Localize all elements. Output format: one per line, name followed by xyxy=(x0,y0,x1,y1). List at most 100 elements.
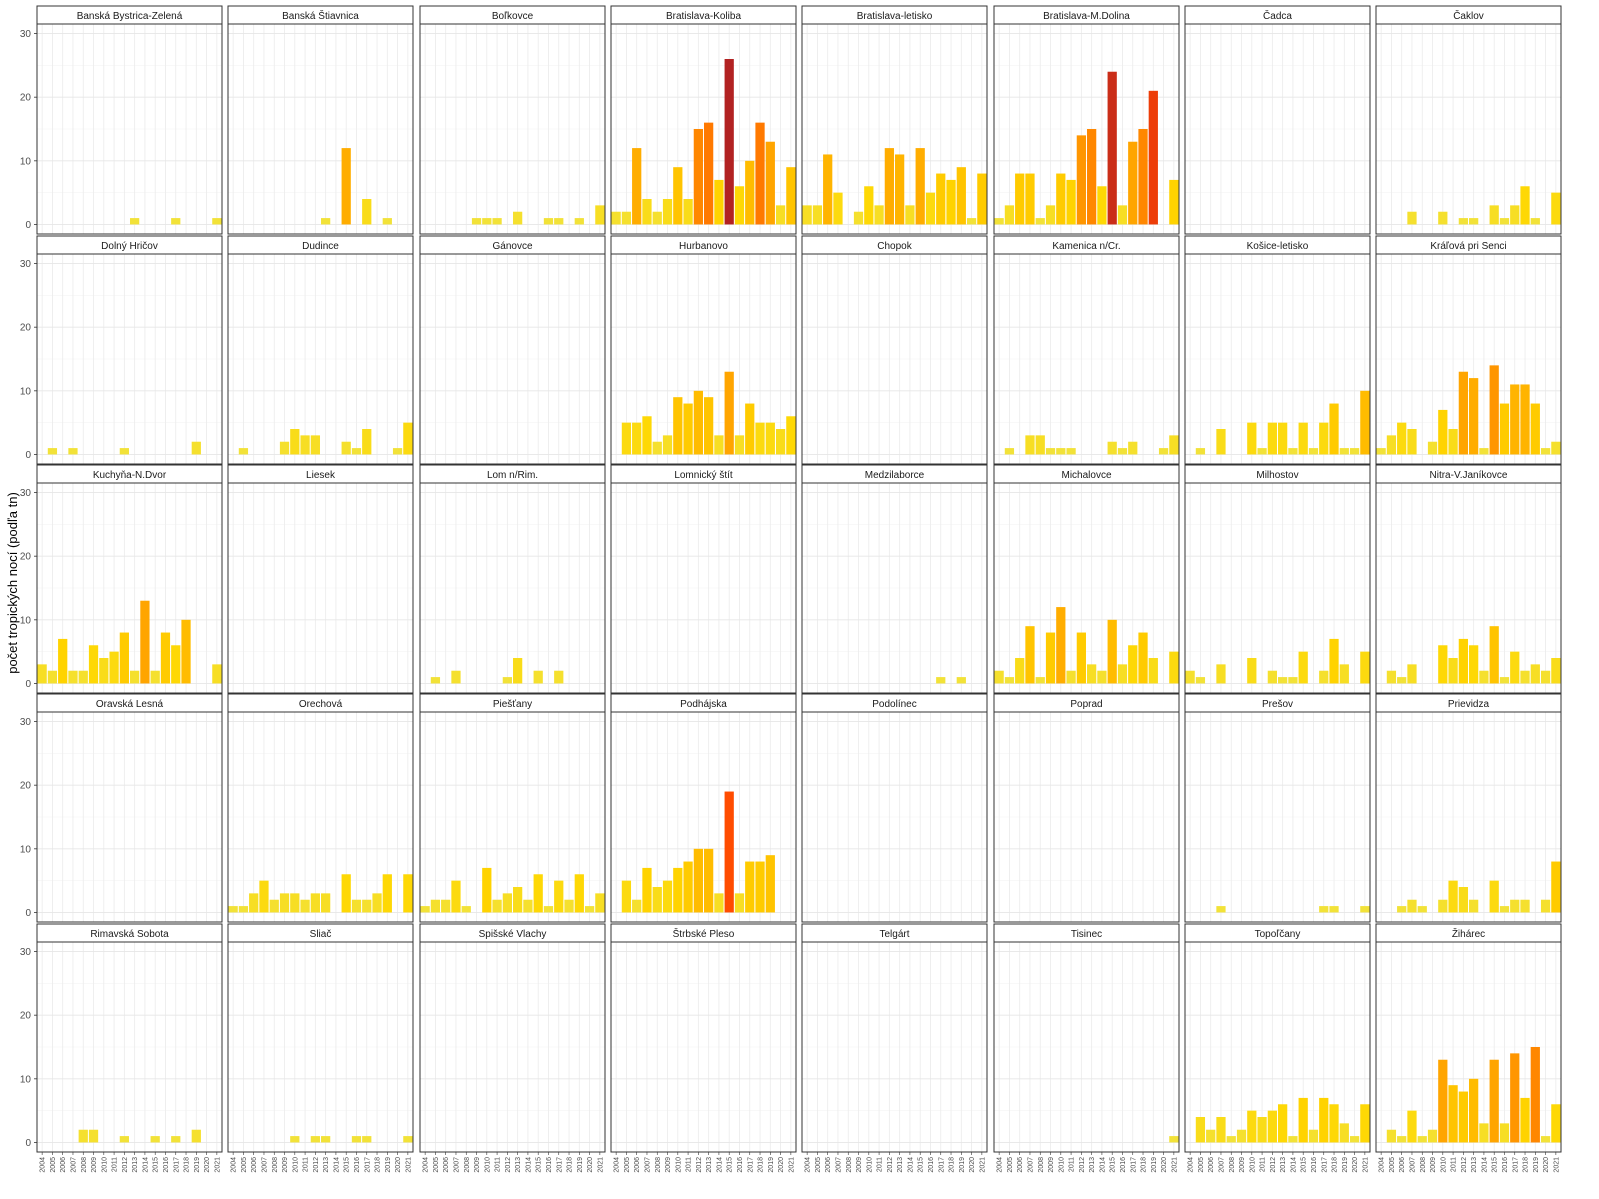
panel-border xyxy=(419,941,606,1153)
x-tick-label: 2005 xyxy=(433,1157,440,1173)
bar xyxy=(238,448,249,455)
x-tick-label: 2018 xyxy=(758,1157,765,1173)
panel-border xyxy=(419,482,606,694)
facet-title: Piešťany xyxy=(493,699,532,710)
bar xyxy=(1407,1110,1417,1143)
bar xyxy=(269,899,279,913)
bar xyxy=(662,435,673,455)
bar xyxy=(884,148,894,225)
bar xyxy=(1195,448,1206,455)
bar xyxy=(1397,1136,1407,1143)
x-tick-label: 2019 xyxy=(194,1157,201,1173)
x-tick-label: 2013 xyxy=(897,1157,904,1173)
facet-title: Bratislava-M.Dolina xyxy=(1043,11,1130,22)
bar xyxy=(372,893,382,913)
panel-border xyxy=(1375,941,1562,1153)
bar xyxy=(1489,365,1499,455)
bar xyxy=(1319,670,1329,684)
bar xyxy=(160,632,171,684)
bar xyxy=(1076,135,1086,225)
x-tick-label: 2007 xyxy=(1027,1157,1034,1173)
bar xyxy=(574,874,584,913)
x-tick-label: 2020 xyxy=(204,1157,211,1173)
bar xyxy=(482,867,492,913)
bar xyxy=(1045,205,1056,225)
y-tick-label: 0 xyxy=(25,220,31,231)
bar xyxy=(1458,638,1468,684)
bar xyxy=(290,893,300,913)
bar xyxy=(1278,1104,1288,1143)
x-tick-label: 2006 xyxy=(1208,1157,1215,1173)
bar xyxy=(403,1136,413,1143)
bar xyxy=(1339,664,1349,684)
x-tick-label: 2021 xyxy=(1362,1157,1369,1173)
bar xyxy=(1510,384,1520,455)
bar xyxy=(554,880,564,913)
bar xyxy=(78,1129,88,1143)
bar xyxy=(502,677,512,684)
facet-panel: Gánovce xyxy=(419,235,606,465)
facet-title: Kamenica n/Cr. xyxy=(1052,241,1120,252)
bar xyxy=(833,192,843,225)
bar xyxy=(1499,906,1510,913)
x-tick-label: 2016 xyxy=(163,1157,170,1173)
x-tick-label: 2007 xyxy=(644,1157,651,1173)
bar xyxy=(351,448,362,455)
bar xyxy=(1128,645,1138,684)
x-tick-label: 2013 xyxy=(706,1157,713,1173)
facet-title: Poprad xyxy=(1070,699,1102,710)
panel-border xyxy=(801,941,988,1153)
bar xyxy=(1349,448,1360,455)
bar xyxy=(513,211,523,225)
x-tick-label: 2014 xyxy=(333,1157,340,1173)
facet-panel: Topoľčany 2004 2005 2006 2007 2008 2009 2010 201… xyxy=(1184,923,1371,1173)
panel-border xyxy=(610,253,797,465)
bar xyxy=(652,441,662,455)
x-tick-label: 2015 xyxy=(727,1157,734,1173)
bar xyxy=(1407,664,1417,684)
bar xyxy=(1469,645,1479,684)
bar xyxy=(1045,448,1056,455)
x-tick-label: 2007 xyxy=(70,1157,77,1173)
bar xyxy=(492,218,502,225)
bar xyxy=(704,122,714,225)
bar xyxy=(554,218,564,225)
y-tick-label: 20 xyxy=(20,323,32,334)
facet-title: Kuchyňa-N.Dvor xyxy=(93,470,167,481)
x-tick-label: 2010 xyxy=(1249,1157,1256,1173)
bar xyxy=(1438,1059,1448,1143)
x-tick-label: 2017 xyxy=(556,1157,563,1173)
x-tick-label: 2014 xyxy=(525,1157,532,1173)
x-tick-label: 2005 xyxy=(1389,1157,1396,1173)
bar xyxy=(351,899,362,913)
bar xyxy=(1489,880,1499,913)
bar xyxy=(1479,1123,1489,1143)
bar xyxy=(1489,205,1499,225)
bar xyxy=(513,887,523,913)
bar xyxy=(1540,1136,1551,1143)
x-tick-label: 2017 xyxy=(1130,1157,1137,1173)
x-tick-label: 2009 xyxy=(1239,1157,1246,1173)
panel-border xyxy=(993,941,1180,1153)
x-tick-label: 2004 xyxy=(1188,1157,1195,1173)
y-tick-label: 0 xyxy=(25,908,31,919)
facet-title: Podolínec xyxy=(872,699,916,710)
facet-panel: Banská Štiavnica xyxy=(227,5,414,235)
bar xyxy=(1329,1104,1339,1143)
bar xyxy=(150,670,160,684)
facet-title: Tisinec xyxy=(1071,929,1102,940)
bar xyxy=(915,148,925,225)
bar xyxy=(1035,218,1045,225)
x-tick-label: 2016 xyxy=(1120,1157,1127,1173)
facet-panel: Boľkovce xyxy=(419,5,606,235)
bar xyxy=(1540,448,1551,455)
bar xyxy=(724,791,734,913)
bar xyxy=(662,199,673,225)
facet-panel: Lomnický štít xyxy=(610,464,797,694)
bar xyxy=(1288,448,1298,455)
facet-panel: Poprad xyxy=(993,693,1180,923)
bar xyxy=(1195,677,1206,684)
facet-title: Lom n/Rim. xyxy=(487,470,538,481)
bar xyxy=(632,899,642,913)
bar xyxy=(1530,1047,1540,1143)
